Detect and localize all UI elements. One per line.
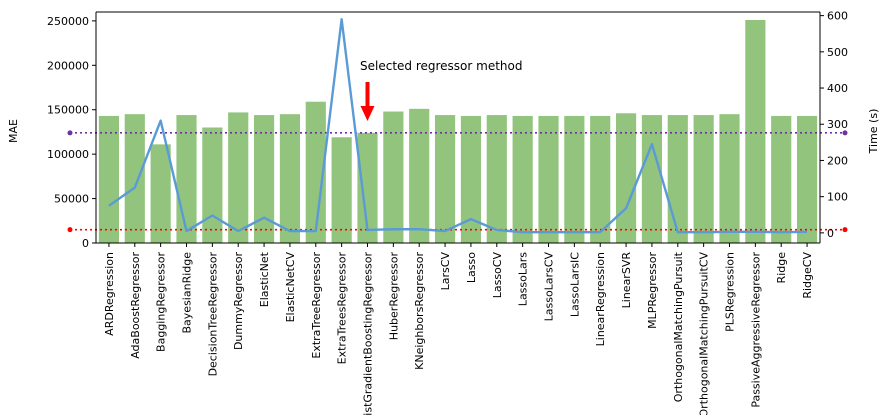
x-tick-label-DummyRegressor: DummyRegressor: [232, 252, 245, 351]
x-tick-label-OrthogonalMatchingPursuit: OrthogonalMatchingPursuit: [672, 251, 685, 402]
bar-Lasso: [460, 115, 482, 243]
bar-ElasticNet: [253, 115, 275, 243]
bar-OrthogonalMatchingPursuitCV: [693, 115, 714, 243]
y-tick-left-label: 200000: [47, 59, 89, 72]
bar-AdaBoostRegressor: [124, 114, 145, 243]
y-tick-right-label: 400: [827, 82, 848, 95]
y-axis-label-left: MAE: [7, 119, 20, 143]
x-tick-label-PassiveAggressiveRegressor: PassiveAggressiveRegressor: [749, 252, 762, 408]
bar-HuberRegressor: [383, 111, 404, 243]
bar-RidgeCV: [796, 115, 818, 243]
y-tick-right-label: 0: [827, 227, 834, 240]
x-tick-label-LassoCV: LassoCV: [491, 252, 504, 299]
y-tick-left-label: 150000: [47, 104, 89, 117]
y-tick-left-label: 50000: [54, 193, 89, 206]
y-tick-right-label: 100: [827, 191, 848, 204]
x-tick-label-ExtraTreesRegressor: ExtraTreesRegressor: [336, 252, 349, 365]
bar-OrthogonalMatchingPursuit: [667, 115, 688, 243]
bar-LassoLarsIC: [564, 115, 585, 243]
bar-MLPRegressor: [641, 115, 663, 243]
x-tick-label-ARDRegression: ARDRegression: [103, 252, 116, 336]
bar-LassoLarsCV: [538, 115, 559, 243]
x-tick-label-LassoLarsCV: LassoLarsCV: [543, 252, 556, 322]
x-tick-label-LarsCV: LarsCV: [439, 252, 452, 291]
time-line: [108, 18, 808, 234]
x-tick-label-LinearSVR: LinearSVR: [620, 252, 633, 309]
bar-BayesianRidge: [176, 115, 197, 243]
x-tick-label-ElasticNet: ElasticNet: [258, 251, 271, 307]
x-tick-label-OrthogonalMatchingPursuitCV: OrthogonalMatchingPursuitCV: [698, 252, 711, 415]
x-tick-label-BayesianRidge: BayesianRidge: [181, 252, 194, 334]
x-tick-label-RidgeCV: RidgeCV: [801, 252, 814, 299]
bar-LassoCV: [486, 115, 507, 243]
y-tick-right-label: 500: [827, 46, 848, 59]
x-tick-label-LassoLarsIC: LassoLarsIC: [568, 252, 581, 317]
bar-BaggingRegressor: [150, 144, 171, 243]
y-axis-label-right: Time (s): [867, 109, 880, 155]
bar-DecisionTreeRegressor: [202, 127, 223, 243]
bar-Ridge: [771, 115, 792, 243]
bar-ExtraTreesRegressor: [331, 137, 352, 243]
x-tick-label-DecisionTreeRegressor: DecisionTreeRegressor: [206, 252, 219, 377]
reference-line-marker-right-1: [842, 130, 848, 136]
annotation-text: Selected regressor method: [360, 59, 523, 73]
bar-DummyRegressor: [228, 112, 249, 244]
bar-ExtraTreeRegressor: [305, 101, 326, 243]
bar-KNeighborsRegressor: [409, 108, 430, 243]
x-tick-label-BaggingRegressor: BaggingRegressor: [155, 252, 168, 352]
bar-HistGradientBoostingRegressor: [357, 132, 378, 243]
reference-line-marker-left-1: [67, 130, 73, 136]
plot-area: 0 50000 100000 150000 200000 250000 0 100 200 300…: [47, 10, 848, 415]
x-tick-label-Ridge: Ridge: [775, 252, 788, 284]
y-tick-right-label: 300: [827, 118, 848, 131]
x-tick-label-PLSRegression: PLSRegression: [724, 252, 737, 332]
x-tick-label-MLPRegressor: MLPRegressor: [646, 252, 659, 329]
bar-ARDRegression: [98, 115, 120, 243]
bar-ElasticNetCV: [279, 114, 301, 243]
bar-LarsCV: [434, 115, 456, 243]
bar-PassiveAggressiveRegressor: [745, 20, 766, 243]
y-tick-left-label: 0: [82, 237, 89, 250]
x-tick-label-ExtraTreeRegressor: ExtraTreeRegressor: [310, 252, 323, 359]
y-tick-left-label: 250000: [47, 15, 89, 28]
reference-line-marker-right-2: [842, 227, 848, 233]
annotation-arrow-head: [360, 106, 375, 121]
x-tick-label-AdaBoostRegressor: AdaBoostRegressor: [129, 252, 142, 359]
x-tick-label-ElasticNetCV: ElasticNetCV: [284, 252, 297, 323]
y-tick-right-label: 200: [827, 154, 848, 167]
x-tick-label-LassoLars: LassoLars: [517, 252, 530, 306]
y-tick-right-label: 600: [827, 10, 848, 23]
x-tick-label-HuberRegressor: HuberRegressor: [387, 252, 400, 341]
x-tick-label-KNeighborsRegressor: KNeighborsRegressor: [413, 252, 426, 370]
bar-LinearSVR: [615, 113, 637, 243]
bar-LassoLars: [512, 115, 533, 243]
y-tick-left-label: 100000: [47, 148, 89, 161]
x-tick-label-LinearRegression: LinearRegression: [594, 252, 607, 346]
bar-PLSRegression: [719, 114, 740, 243]
reference-line-marker-left-2: [67, 227, 73, 233]
x-tick-label-HistGradientBoostingRegressor: HistGradientBoostingRegressor: [362, 252, 375, 415]
bar-LinearRegression: [590, 115, 611, 243]
x-tick-label-Lasso: Lasso: [465, 252, 478, 283]
